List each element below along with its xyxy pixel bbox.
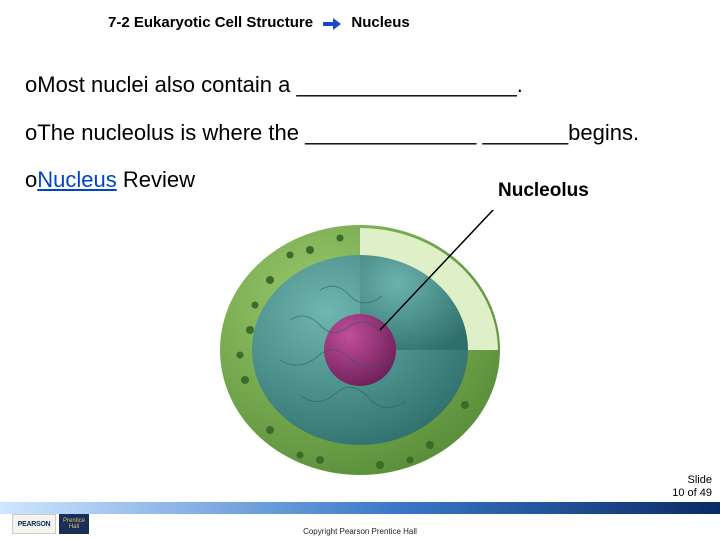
section-label: 7-2 Eukaryotic Cell Structure [108,14,313,31]
bullet-marker: o [25,120,37,145]
topic-label: Nucleus [351,14,409,31]
review-rest: Review [117,167,195,192]
bullet-text: Most nuclei also contain a _____________… [37,72,523,97]
nucleus-review-link[interactable]: Nucleus [37,167,116,192]
slide-number: Slide 10 of 49 [672,474,712,500]
slide-label: Slide [672,474,712,487]
slide-count: 10 of 49 [672,487,712,500]
slide-heading: 7-2 Eukaryotic Cell Structure Nucleus [108,14,410,31]
nucleolus-callout: Nucleolus [498,180,589,202]
arrow-right-icon [323,17,341,29]
list-item: oMost nuclei also contain a ____________… [25,70,685,100]
footer-gradient-bar [0,502,720,514]
bullet-marker: o [25,72,37,97]
nucleus-diagram [210,210,510,480]
list-item: oThe nucleolus is where the ____________… [25,118,685,148]
bullet-marker: o [25,167,37,192]
copyright-text: Copyright Pearson Prentice Hall [0,527,720,536]
slide: 7-2 Eukaryotic Cell Structure Nucleus oM… [0,0,720,540]
bullet-text: The nucleolus is where the _____________… [37,120,639,145]
